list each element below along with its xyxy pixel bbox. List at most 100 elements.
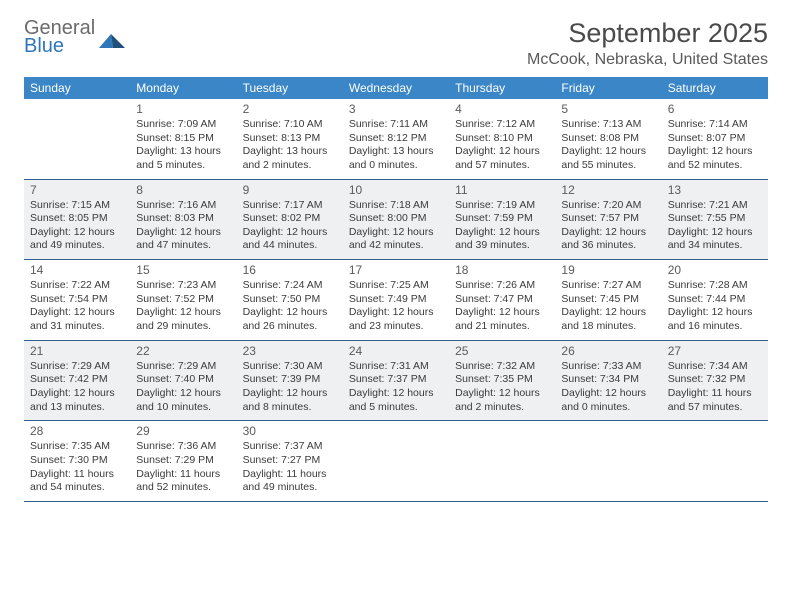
sunset-text: Sunset: 8:15 PM	[136, 132, 230, 146]
day-number: 8	[136, 183, 230, 197]
day-cell: 20Sunrise: 7:28 AMSunset: 7:44 PMDayligh…	[662, 260, 768, 340]
daylight-text: Daylight: 12 hours and 47 minutes.	[136, 226, 230, 253]
sunrise-text: Sunrise: 7:37 AM	[243, 440, 337, 454]
daylight-text: Daylight: 12 hours and 44 minutes.	[243, 226, 337, 253]
day-cell: 30Sunrise: 7:37 AMSunset: 7:27 PMDayligh…	[237, 421, 343, 501]
day-info: Sunrise: 7:37 AMSunset: 7:27 PMDaylight:…	[243, 440, 337, 495]
day-number: 7	[30, 183, 124, 197]
dow-cell: Saturday	[662, 77, 768, 99]
day-number: 28	[30, 424, 124, 438]
sunset-text: Sunset: 8:03 PM	[136, 212, 230, 226]
day-cell: 25Sunrise: 7:32 AMSunset: 7:35 PMDayligh…	[449, 341, 555, 421]
day-number: 16	[243, 263, 337, 277]
day-cell	[343, 421, 449, 501]
day-info: Sunrise: 7:35 AMSunset: 7:30 PMDaylight:…	[30, 440, 124, 495]
daylight-text: Daylight: 12 hours and 21 minutes.	[455, 306, 549, 333]
sunset-text: Sunset: 7:29 PM	[136, 454, 230, 468]
calendar: SundayMondayTuesdayWednesdayThursdayFrid…	[24, 77, 768, 502]
sunrise-text: Sunrise: 7:13 AM	[561, 118, 655, 132]
daylight-text: Daylight: 13 hours and 5 minutes.	[136, 145, 230, 172]
month-title: September 2025	[527, 18, 768, 49]
day-cell: 9Sunrise: 7:17 AMSunset: 8:02 PMDaylight…	[237, 180, 343, 260]
day-number: 15	[136, 263, 230, 277]
sunset-text: Sunset: 8:05 PM	[30, 212, 124, 226]
sunset-text: Sunset: 8:12 PM	[349, 132, 443, 146]
daylight-text: Daylight: 12 hours and 10 minutes.	[136, 387, 230, 414]
day-number: 26	[561, 344, 655, 358]
sunset-text: Sunset: 7:57 PM	[561, 212, 655, 226]
day-info: Sunrise: 7:30 AMSunset: 7:39 PMDaylight:…	[243, 360, 337, 415]
daylight-text: Daylight: 11 hours and 54 minutes.	[30, 468, 124, 495]
day-info: Sunrise: 7:32 AMSunset: 7:35 PMDaylight:…	[455, 360, 549, 415]
day-info: Sunrise: 7:15 AMSunset: 8:05 PMDaylight:…	[30, 199, 124, 254]
dow-cell: Sunday	[24, 77, 130, 99]
day-cell: 16 Sunrise: 7:24 AMSunset: 7:50 PMDayligh…	[237, 260, 343, 340]
day-info: Sunrise: 7:23 AMSunset: 7:52 PMDaylight:…	[136, 279, 230, 334]
day-info: Sunrise: 7:11 AMSunset: 8:12 PMDaylight:…	[349, 118, 443, 173]
sunset-text: Sunset: 7:39 PM	[243, 373, 337, 387]
day-info: Sunrise: 7:12 AMSunset: 8:10 PMDaylight:…	[455, 118, 549, 173]
sunrise-text: Sunrise: 7:27 AM	[561, 279, 655, 293]
sunrise-text: Sunrise: 7:17 AM	[243, 199, 337, 213]
sunset-text: Sunset: 8:08 PM	[561, 132, 655, 146]
day-number: 14	[30, 263, 124, 277]
page: General Blue September 2025 McCook, Nebr…	[0, 0, 792, 502]
daylight-text: Daylight: 12 hours and 16 minutes.	[668, 306, 762, 333]
day-cell: 14Sunrise: 7:22 AMSunset: 7:54 PMDayligh…	[24, 260, 130, 340]
day-cell: 11Sunrise: 7:19 AMSunset: 7:59 PMDayligh…	[449, 180, 555, 260]
day-cell: 29Sunrise: 7:36 AMSunset: 7:29 PMDayligh…	[130, 421, 236, 501]
header: General Blue September 2025 McCook, Nebr…	[24, 18, 768, 69]
day-info: Sunrise: 7:26 AMSunset: 7:47 PMDaylight:…	[455, 279, 549, 334]
day-cell	[555, 421, 661, 501]
day-cell: 26Sunrise: 7:33 AMSunset: 7:34 PMDayligh…	[555, 341, 661, 421]
daylight-text: Daylight: 12 hours and 52 minutes.	[668, 145, 762, 172]
day-number: 20	[668, 263, 762, 277]
sunrise-text: Sunrise: 7:14 AM	[668, 118, 762, 132]
day-info: Sunrise: 7:24 AMSunset: 7:50 PMDaylight:…	[243, 279, 337, 334]
day-info: Sunrise: 7:18 AMSunset: 8:00 PMDaylight:…	[349, 199, 443, 254]
sunrise-text: Sunrise: 7:34 AM	[668, 360, 762, 374]
day-info: Sunrise: 7:13 AMSunset: 8:08 PMDaylight:…	[561, 118, 655, 173]
dow-cell: Tuesday	[237, 77, 343, 99]
daylight-text: Daylight: 12 hours and 31 minutes.	[30, 306, 124, 333]
sunrise-text: Sunrise: 7:28 AM	[668, 279, 762, 293]
sunset-text: Sunset: 7:55 PM	[668, 212, 762, 226]
daylight-text: Daylight: 11 hours and 57 minutes.	[668, 387, 762, 414]
daylight-text: Daylight: 12 hours and 2 minutes.	[455, 387, 549, 414]
day-cell: 4 Sunrise: 7:12 AMSunset: 8:10 PMDaylight…	[449, 99, 555, 179]
day-info: Sunrise: 7:14 AMSunset: 8:07 PMDaylight:…	[668, 118, 762, 173]
sunrise-text: Sunrise: 7:35 AM	[30, 440, 124, 454]
day-cell: 22Sunrise: 7:29 AMSunset: 7:40 PMDayligh…	[130, 341, 236, 421]
day-cell: 28 Sunrise: 7:35 AMSunset: 7:30 PMDayligh…	[24, 421, 130, 501]
sunrise-text: Sunrise: 7:16 AM	[136, 199, 230, 213]
day-number: 17	[349, 263, 443, 277]
day-number: 24	[349, 344, 443, 358]
day-info: Sunrise: 7:31 AMSunset: 7:37 PMDaylight:…	[349, 360, 443, 415]
dow-cell: Thursday	[449, 77, 555, 99]
daylight-text: Daylight: 12 hours and 57 minutes.	[455, 145, 549, 172]
day-number: 4	[455, 102, 549, 116]
daylight-text: Daylight: 12 hours and 23 minutes.	[349, 306, 443, 333]
day-number: 29	[136, 424, 230, 438]
sunset-text: Sunset: 7:34 PM	[561, 373, 655, 387]
day-number: 11	[455, 183, 549, 197]
day-cell: 15 Sunrise: 7:23 AMSunset: 7:52 PMDayligh…	[130, 260, 236, 340]
week-row: 28 Sunrise: 7:35 AMSunset: 7:30 PMDayligh…	[24, 421, 768, 502]
day-cell: 21Sunrise: 7:29 AMSunset: 7:42 PMDayligh…	[24, 341, 130, 421]
daylight-text: Daylight: 12 hours and 39 minutes.	[455, 226, 549, 253]
sunset-text: Sunset: 8:07 PM	[668, 132, 762, 146]
day-number: 22	[136, 344, 230, 358]
sunrise-text: Sunrise: 7:20 AM	[561, 199, 655, 213]
week-row: 7 Sunrise: 7:15 AMSunset: 8:05 PMDaylight…	[24, 180, 768, 261]
day-info: Sunrise: 7:29 AMSunset: 7:42 PMDaylight:…	[30, 360, 124, 415]
day-number: 13	[668, 183, 762, 197]
sunrise-text: Sunrise: 7:30 AM	[243, 360, 337, 374]
day-cell: 13Sunrise: 7:21 AMSunset: 7:55 PMDayligh…	[662, 180, 768, 260]
sunset-text: Sunset: 7:40 PM	[136, 373, 230, 387]
daylight-text: Daylight: 12 hours and 8 minutes.	[243, 387, 337, 414]
dow-cell: Monday	[130, 77, 236, 99]
daylight-text: Daylight: 12 hours and 29 minutes.	[136, 306, 230, 333]
logo-text: General Blue	[24, 18, 95, 56]
day-cell: 6Sunrise: 7:14 AMSunset: 8:07 PMDaylight…	[662, 99, 768, 179]
sunset-text: Sunset: 8:02 PM	[243, 212, 337, 226]
